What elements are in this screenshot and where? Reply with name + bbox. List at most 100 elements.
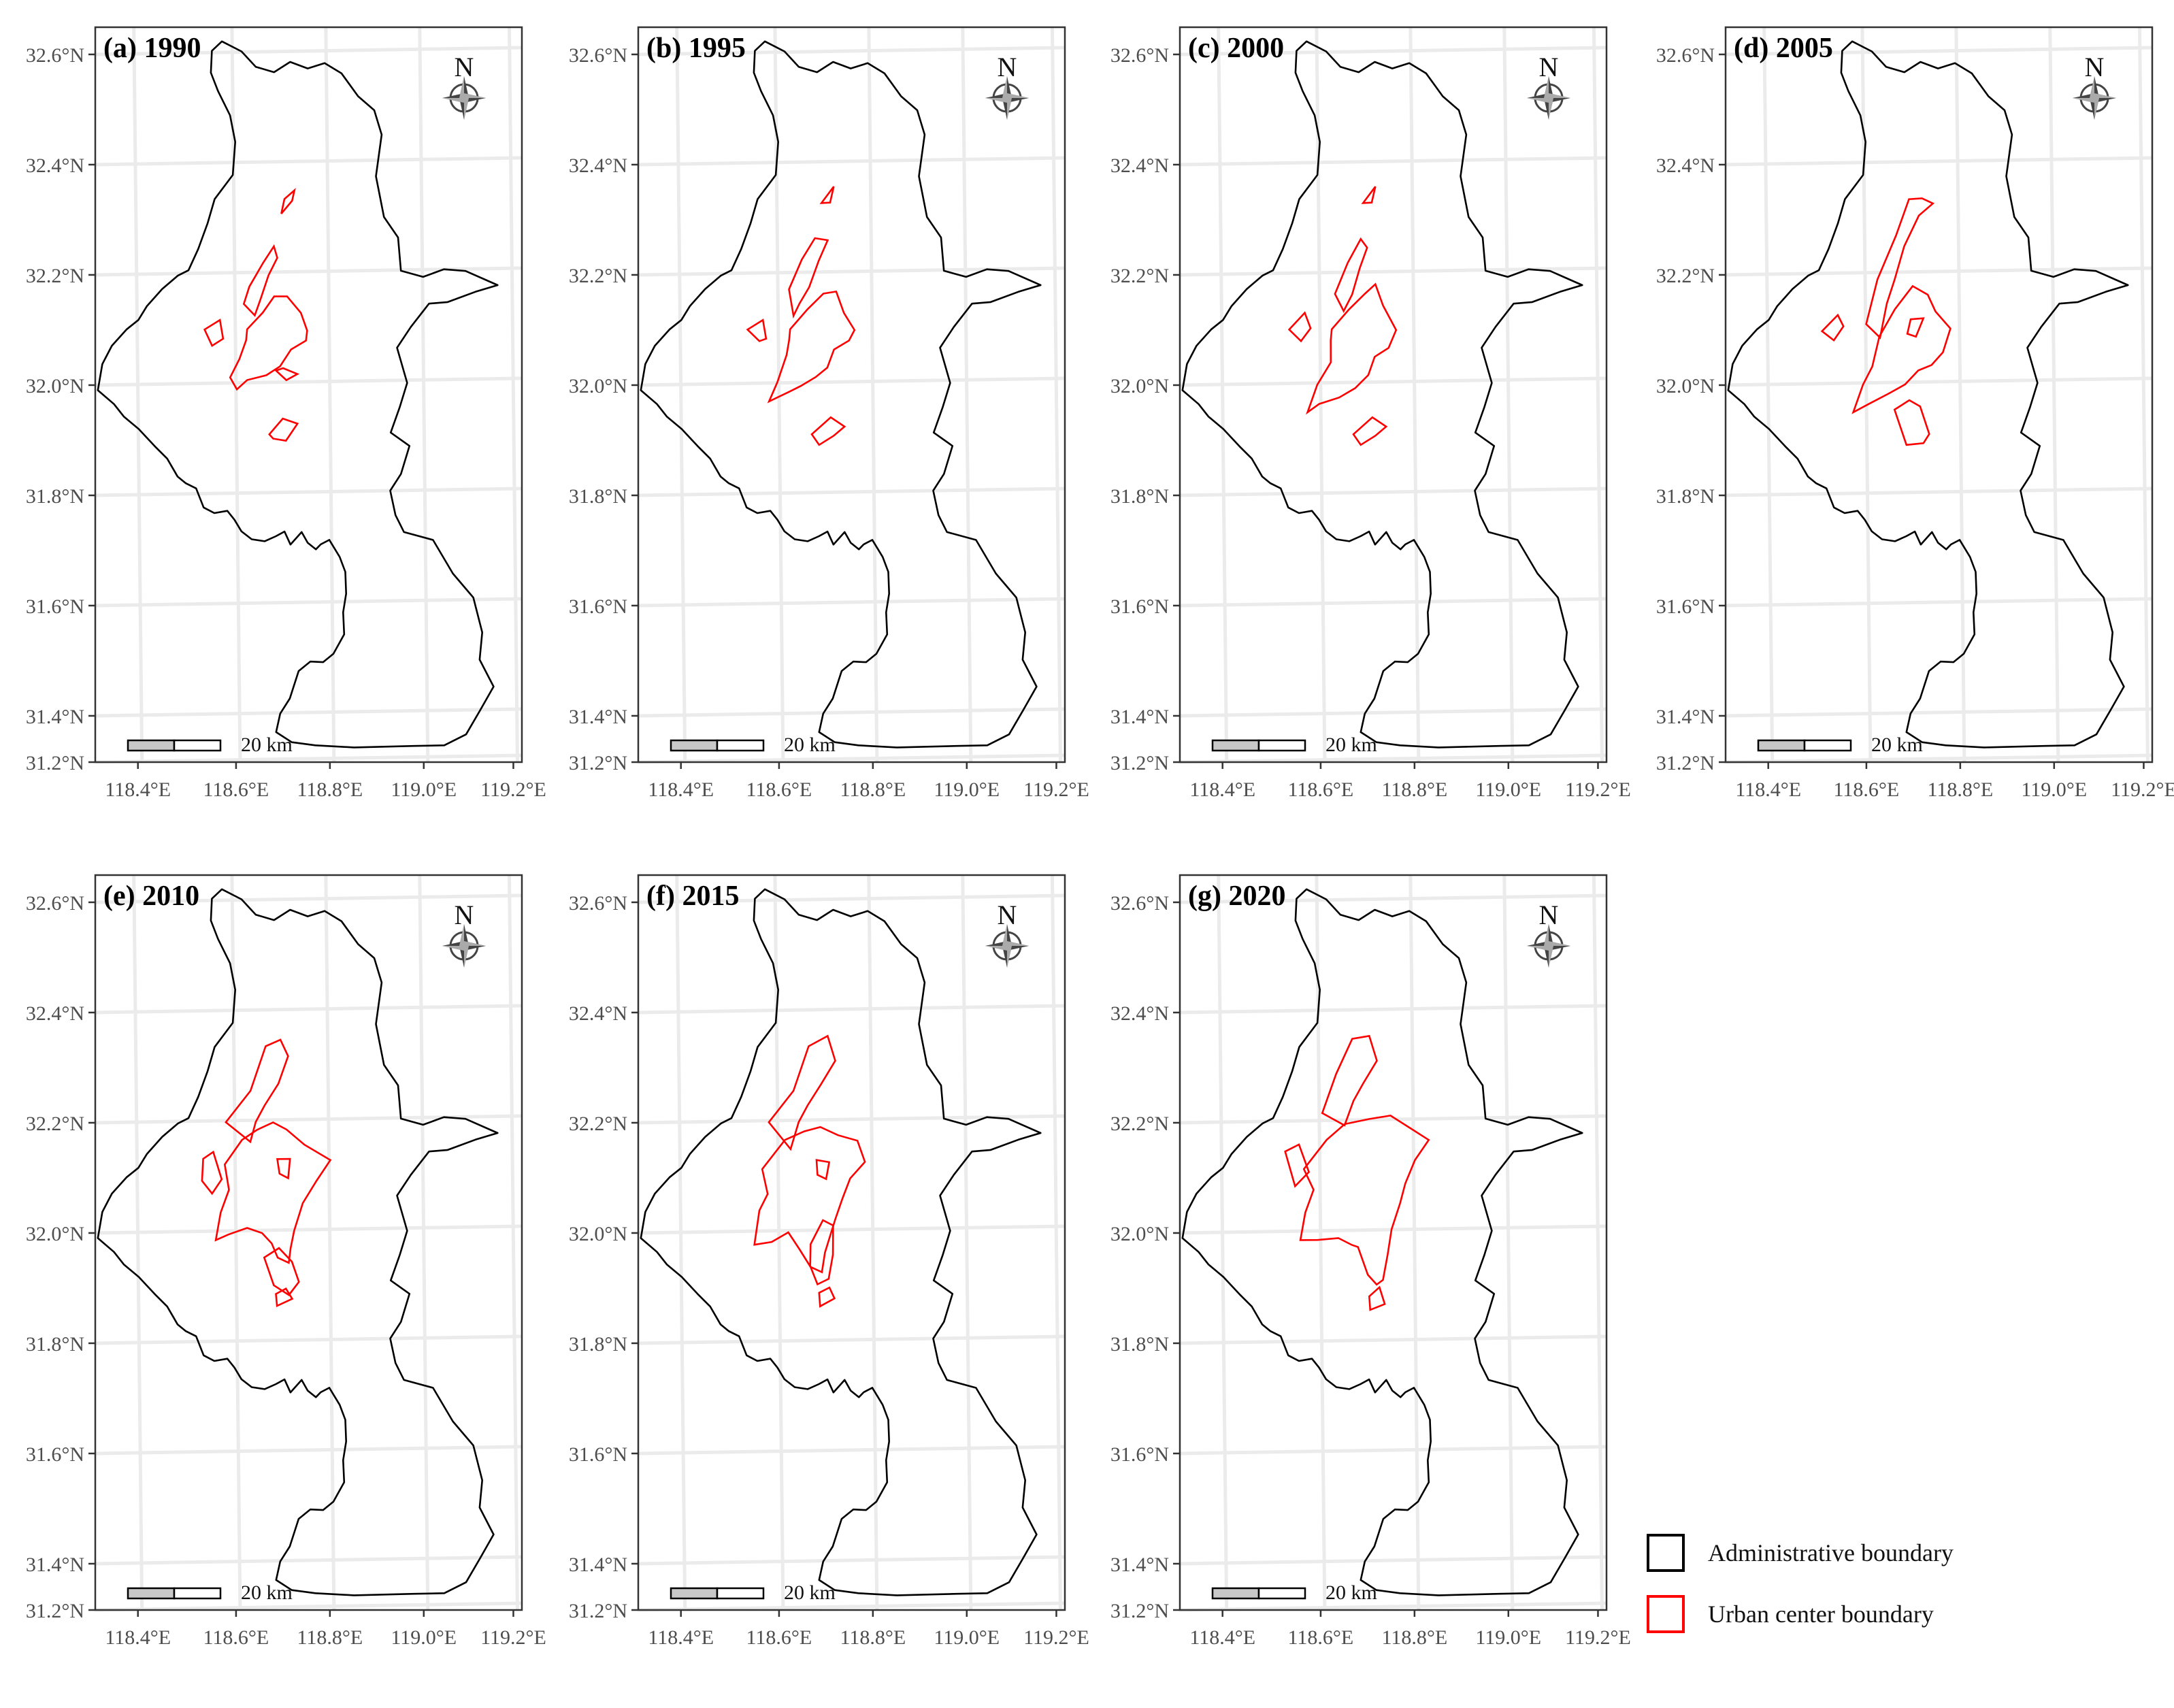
- panel-title: (f) 2015: [646, 881, 739, 912]
- scale-bar-label: 20 km: [241, 734, 293, 756]
- graticule-line: [1725, 156, 2153, 167]
- graticule-line: [1725, 376, 2153, 387]
- y-tick-label: 31.6°N: [569, 595, 627, 618]
- graticule-line: [1179, 1334, 1607, 1345]
- graticule-line: [638, 1555, 1066, 1566]
- y-tick-label: 32.0°N: [1656, 375, 1715, 397]
- y-tick-label: 31.8°N: [569, 485, 627, 508]
- panel-frame: [637, 874, 1066, 1611]
- y-tick-label: 31.8°N: [569, 1333, 627, 1356]
- y-tick-label: 32.6°N: [26, 892, 84, 915]
- urban-boundary: [819, 186, 835, 204]
- graticule-line: [95, 1445, 523, 1456]
- y-tick-label: 32.2°N: [1656, 265, 1715, 287]
- x-tick-label: 118.4°E: [1189, 1626, 1255, 1649]
- graticule-line: [418, 27, 430, 763]
- legend: Administrative boundary Urban center bou…: [1647, 1524, 2164, 1681]
- legend-item-urban: Urban center boundary: [1647, 1595, 1934, 1633]
- graticule-line: [95, 1555, 523, 1566]
- y-tick-label: 32.2°N: [26, 265, 84, 287]
- graticule-line: [95, 707, 523, 718]
- panel-frame: [94, 26, 523, 763]
- urban-boundary: [1906, 317, 1925, 338]
- urban-boundary: [767, 290, 856, 404]
- x-tick-label: 118.8°E: [1927, 778, 1993, 801]
- graticule-line: [638, 597, 1066, 608]
- x-tick-label: 118.8°E: [840, 778, 906, 801]
- urban-boundary: [276, 1157, 291, 1180]
- urban-boundary: [1820, 313, 1845, 342]
- graticule-line: [132, 874, 144, 1611]
- y-tick-label: 31.8°N: [26, 1333, 84, 1356]
- graticule-line: [230, 874, 242, 1611]
- y-tick-label: 32.6°N: [26, 44, 84, 67]
- urban-boundary: [1284, 1143, 1311, 1188]
- urban-boundary: [263, 1247, 300, 1296]
- graticule-line: [961, 27, 973, 763]
- y-tick-label: 32.6°N: [569, 892, 627, 915]
- graticule-line: [95, 597, 523, 608]
- graticule-line: [418, 874, 430, 1611]
- x-tick-label: 118.6°E: [203, 778, 269, 801]
- y-tick-label: 31.2°N: [569, 752, 627, 774]
- graticule-line: [1179, 597, 1607, 608]
- urban-boundary: [1352, 416, 1388, 446]
- graticule-line: [638, 376, 1066, 387]
- y-tick-label: 32.0°N: [569, 375, 627, 397]
- graticule-line: [95, 893, 523, 904]
- x-tick-label: 119.2°E: [480, 778, 546, 801]
- x-tick-label: 118.8°E: [840, 1626, 906, 1649]
- y-tick-label: 32.0°N: [26, 375, 84, 397]
- graticule-line: [1315, 27, 1327, 763]
- map-panel: (f) 2015 32.6°N 32.4°N 32.2°N 32.0°N 31.8°N 31…: [569, 874, 1089, 1649]
- graticule-line: [638, 707, 1066, 718]
- x-tick-label: 118.4°E: [648, 778, 714, 801]
- y-tick-label: 32.4°N: [569, 154, 627, 177]
- admin-boundary: [97, 888, 499, 1596]
- graticule-line: [507, 874, 519, 1611]
- panel-title: (g) 2020: [1188, 881, 1285, 912]
- graticule-line: [2137, 27, 2150, 763]
- urban-boundary: [242, 244, 278, 317]
- graticule-line: [1725, 46, 2153, 56]
- urban-boundary: [809, 1219, 834, 1286]
- y-tick-label: 31.4°N: [569, 1554, 627, 1576]
- scale-bar-label: 20 km: [784, 1581, 836, 1604]
- graticule-line: [773, 874, 785, 1611]
- y-tick-label: 31.4°N: [1110, 1554, 1169, 1576]
- y-tick-label: 31.8°N: [1656, 485, 1715, 508]
- y-tick-label: 31.6°N: [1110, 595, 1169, 618]
- graticule-line: [324, 874, 336, 1611]
- graticule-line: [638, 1224, 1066, 1235]
- compass-icon: N: [2073, 52, 2116, 120]
- y-tick-label: 32.6°N: [1110, 44, 1169, 67]
- legend-label-urban: Urban center boundary: [1708, 1600, 1934, 1628]
- y-tick-label: 31.4°N: [26, 1554, 84, 1576]
- compass-icon: N: [1527, 900, 1570, 968]
- graticule-line: [1179, 1555, 1607, 1566]
- urban-boundary: [753, 1126, 866, 1274]
- graticule-line: [1954, 27, 1966, 763]
- compass-icon: N: [442, 900, 486, 968]
- graticule-line: [95, 1114, 523, 1125]
- panel-title: (a) 1990: [103, 33, 201, 64]
- urban-boundary: [201, 1150, 223, 1196]
- graticule-line: [95, 156, 523, 167]
- y-tick-label: 31.2°N: [569, 1600, 627, 1622]
- graticule-line: [1179, 707, 1607, 718]
- urban-boundary: [214, 1121, 332, 1264]
- x-tick-label: 119.0°E: [2021, 778, 2087, 801]
- urban-boundary: [746, 318, 768, 342]
- y-tick-label: 32.6°N: [569, 44, 627, 67]
- x-tick-label: 119.2°E: [480, 1626, 546, 1649]
- x-tick-label: 119.0°E: [1475, 1626, 1541, 1649]
- y-tick-label: 31.2°N: [1656, 752, 1715, 774]
- panel-frame: [1724, 26, 2154, 763]
- map-panel: (e) 2010 32.6°N 32.4°N 32.2°N 32.0°N 31.8°N 31…: [26, 874, 546, 1649]
- graticule-line: [1860, 27, 1873, 763]
- y-tick-label: 32.4°N: [1110, 154, 1169, 177]
- x-tick-label: 118.8°E: [1381, 778, 1447, 801]
- panel-title: (d) 2005: [1734, 33, 1833, 64]
- y-tick-label: 32.6°N: [1110, 892, 1169, 915]
